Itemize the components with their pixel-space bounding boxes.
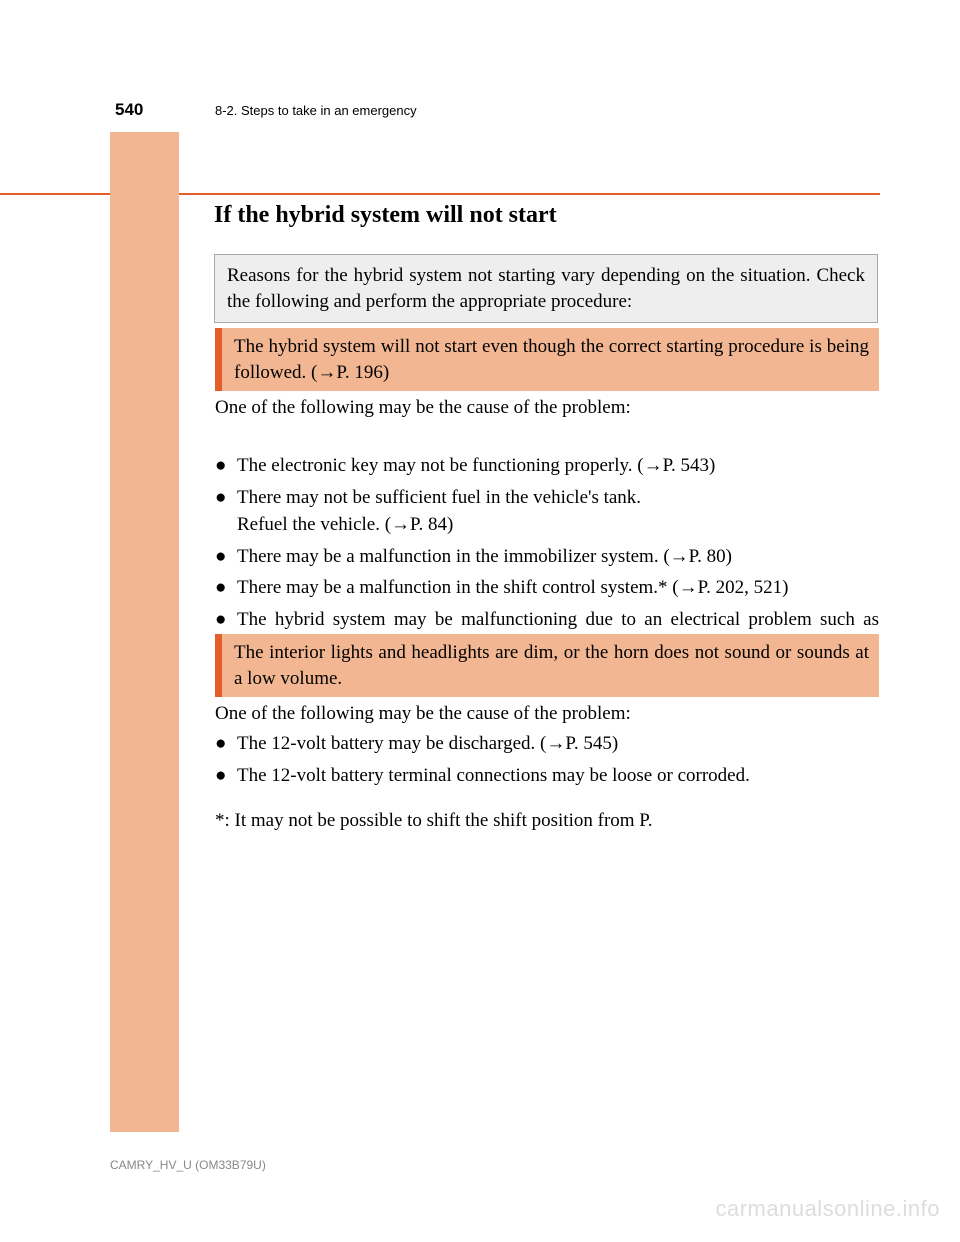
page-number: 540 bbox=[115, 100, 143, 120]
list-item: ● The 12-volt battery terminal connectio… bbox=[215, 762, 879, 790]
bullet-icon: ● bbox=[215, 762, 237, 790]
list-item: ● There may not be sufficient fuel in th… bbox=[215, 484, 879, 539]
side-tab bbox=[110, 132, 179, 1132]
section-heading-1-ref: P. 196) bbox=[336, 362, 389, 383]
bullet-icon: ● bbox=[215, 484, 237, 539]
list-item-text: There may be a malfunction in the shift … bbox=[237, 574, 879, 602]
footnote-text: *: It may not be possible to shift the s… bbox=[215, 807, 879, 835]
bullet-icon: ● bbox=[215, 543, 237, 571]
arrow-icon: → bbox=[317, 362, 336, 383]
bullet-icon: ● bbox=[215, 730, 237, 758]
chapter-label: 8-2. Steps to take in an emergency bbox=[215, 103, 417, 118]
watermark: carmanualsonline.info bbox=[715, 1196, 940, 1222]
list-item: ● There may be a malfunction in the immo… bbox=[215, 543, 879, 571]
footer-code: CAMRY_HV_U (OM33B79U) bbox=[110, 1158, 880, 1172]
intro-box: Reasons for the hybrid system not starti… bbox=[214, 254, 878, 323]
list-item-text: The 12-volt battery terminal connections… bbox=[237, 762, 879, 790]
section2-body: One of the following may be the cause of… bbox=[215, 700, 879, 729]
page-title: If the hybrid system will not start bbox=[214, 202, 557, 229]
section-heading-2: The interior lights and headlights are d… bbox=[215, 634, 879, 697]
bullet-icon: ● bbox=[215, 452, 237, 480]
section2-bullets: ● The 12-volt battery may be discharged.… bbox=[215, 730, 879, 839]
list-item: ● The electronic key may not be function… bbox=[215, 452, 879, 480]
list-item: ● The 12-volt battery may be discharged.… bbox=[215, 730, 879, 758]
section-heading-1: The hybrid system will not start even th… bbox=[215, 328, 879, 391]
list-item: ● There may be a malfunction in the shif… bbox=[215, 574, 879, 602]
page-header: 540 8-2. Steps to take in an emergency bbox=[0, 100, 960, 130]
section1-body: One of the following may be the cause of… bbox=[215, 394, 879, 423]
manual-page: 540 8-2. Steps to take in an emergency I… bbox=[0, 0, 960, 1242]
bullet-icon: ● bbox=[215, 574, 237, 602]
footnote: *: It may not be possible to shift the s… bbox=[215, 807, 879, 835]
list-item-text: The 12-volt battery may be discharged. (… bbox=[237, 730, 879, 758]
list-item-text: There may not be sufficient fuel in the … bbox=[237, 484, 879, 539]
list-item-text: The electronic key may not be functionin… bbox=[237, 452, 879, 480]
list-item-text: There may be a malfunction in the immobi… bbox=[237, 543, 879, 571]
